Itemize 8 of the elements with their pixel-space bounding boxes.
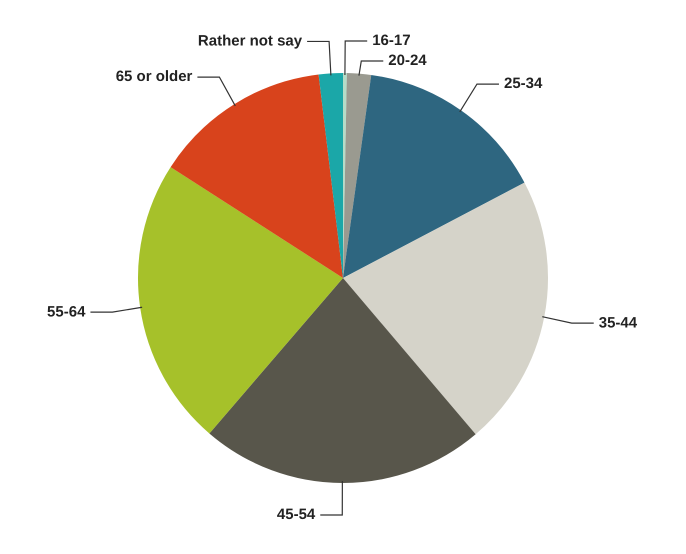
- slice-label: 35-44: [598, 314, 638, 332]
- slice-label: 55-64: [47, 303, 86, 320]
- slice-label: 45-54: [276, 506, 316, 524]
- slice-label: 20-24: [388, 52, 428, 70]
- slice-label: 16-17: [372, 32, 411, 50]
- slice-label: 25-34: [504, 75, 543, 92]
- slice-label: 65 or older: [116, 68, 193, 86]
- slice-label: Rather not say: [198, 32, 303, 50]
